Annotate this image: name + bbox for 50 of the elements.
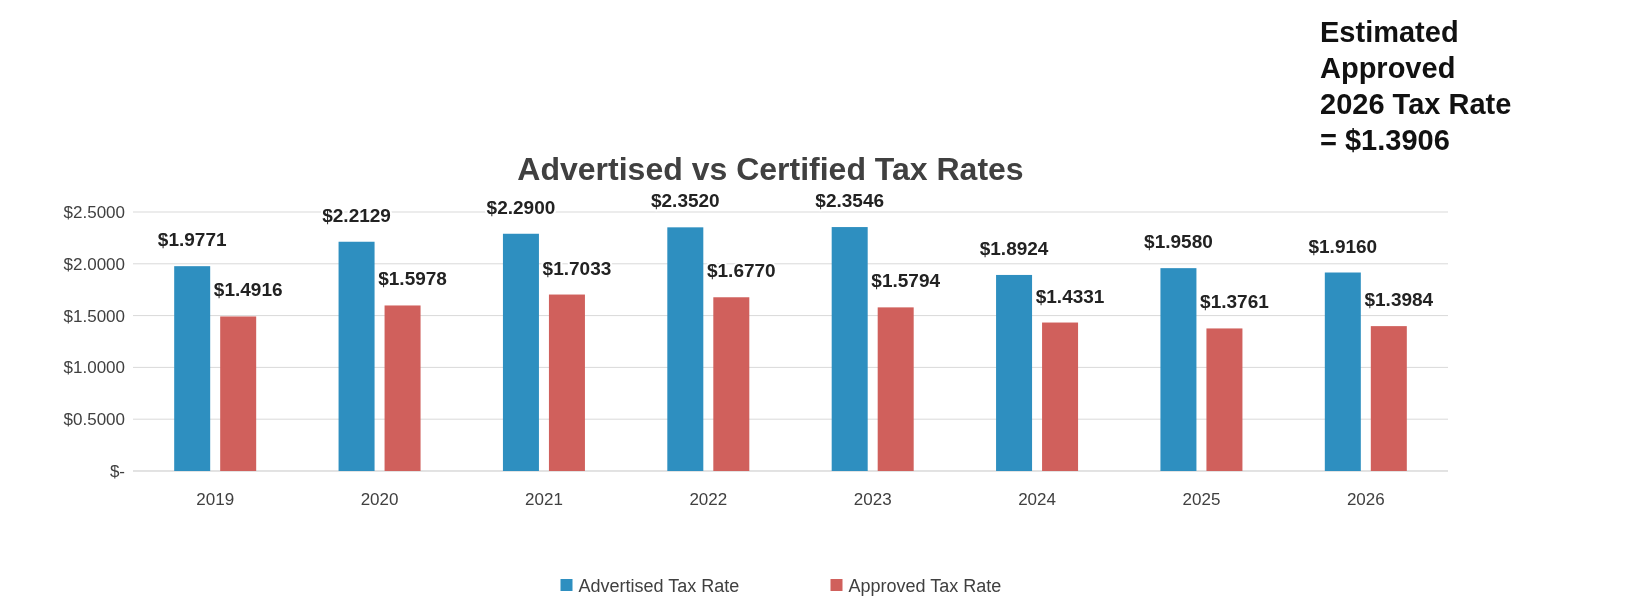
legend-label: Advertised Tax Rate	[578, 576, 740, 597]
bar	[713, 297, 750, 471]
bar	[548, 294, 585, 471]
data-label: $1.9771	[157, 229, 227, 251]
bar	[831, 227, 868, 471]
text: Estimated Approved 2026 Tax Rate = $1.3906	[1320, 16, 1512, 156]
legend-label: Approved Tax Rate	[848, 576, 1002, 597]
data-label: $1.3984	[1364, 289, 1434, 311]
data-label: $1.7033	[542, 257, 612, 279]
data-label: $1.5978	[378, 268, 447, 290]
bar	[174, 266, 211, 471]
bar	[338, 241, 375, 471]
x-tick-label: 2024	[1018, 490, 1056, 509]
x-tick-label: 2022	[689, 490, 728, 509]
bar	[1206, 328, 1243, 471]
bar	[877, 307, 914, 471]
x-tick-label: 2023	[853, 490, 892, 509]
data-label: $1.9160	[1308, 235, 1378, 257]
data-label: $1.8924	[979, 237, 1049, 259]
bar	[1370, 326, 1407, 471]
chart-title: Advertised vs Certified Tax Rates	[517, 151, 1024, 187]
bar	[384, 305, 421, 471]
x-tick-label: 2019	[196, 490, 235, 509]
y-tick-label: $2.0000	[63, 254, 125, 274]
bar	[667, 227, 704, 471]
data-label: $2.2900	[486, 196, 556, 218]
data-label: $1.3761	[1200, 291, 1270, 313]
data-label: $1.9580	[1144, 231, 1213, 253]
x-tick-label: 2020	[360, 490, 399, 509]
bar	[1042, 322, 1079, 471]
y-tick-label: $2.5000	[63, 202, 125, 222]
y-tick-label: $0.5000	[63, 410, 125, 430]
bar	[1160, 268, 1197, 471]
bar	[996, 274, 1033, 471]
y-tick-label: $-	[109, 461, 125, 481]
bar	[220, 316, 257, 471]
y-tick-label: $1.5000	[63, 306, 125, 326]
bar	[1324, 272, 1361, 471]
data-label: $1.5794	[871, 270, 941, 292]
x-tick-label: 2025	[1182, 490, 1221, 509]
y-tick-label: $1.0000	[63, 358, 125, 378]
data-label: $2.3520	[650, 190, 720, 212]
data-label: $1.6770	[706, 260, 776, 282]
bar	[502, 233, 539, 471]
x-tick-label: 2026	[1346, 490, 1385, 509]
x-tick-label: 2021	[525, 490, 563, 509]
data-label: $2.2129	[322, 204, 391, 226]
data-label: $2.3546	[815, 190, 885, 212]
data-label: $1.4916	[213, 279, 283, 301]
data-label: $1.4331	[1035, 285, 1105, 307]
